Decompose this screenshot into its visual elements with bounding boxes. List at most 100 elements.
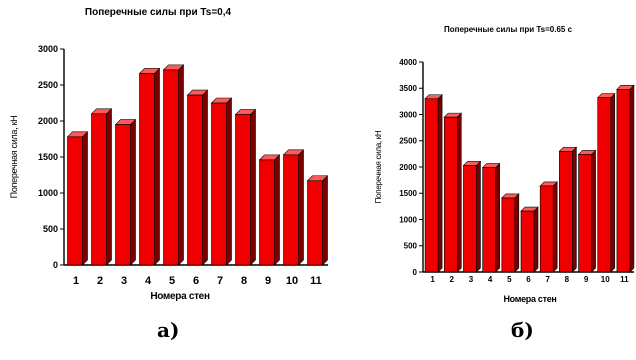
y-tick-label: 1000 (38, 188, 58, 198)
x-tick-label: 4 (145, 275, 152, 287)
bar (520, 206, 539, 273)
bar-front (597, 97, 612, 273)
y-axis-label: Поперечная сила, кН (9, 116, 19, 199)
y-tick-label: 3000 (399, 110, 417, 119)
bar (616, 84, 635, 273)
bar (90, 108, 113, 266)
bar (66, 131, 89, 266)
bar-side (178, 64, 184, 266)
bar-front (115, 124, 131, 266)
bar (114, 118, 137, 266)
bar (577, 149, 597, 273)
bar (234, 108, 257, 266)
y-tick-label: 1500 (399, 189, 417, 198)
x-tick-label: 7 (217, 275, 223, 287)
x-tick-label: 11 (310, 275, 322, 287)
bar (282, 149, 305, 266)
bar-side (591, 149, 596, 273)
x-axis-label: Номера стен (150, 291, 210, 302)
x-tick-label: 5 (169, 275, 175, 287)
y-tick-label: 3000 (38, 44, 58, 54)
x-tick-label: 1 (430, 275, 435, 284)
bar-front (539, 185, 554, 273)
bar (138, 67, 161, 266)
y-tick-label: 1500 (38, 152, 58, 162)
bar-front (307, 180, 323, 266)
bar-side (322, 175, 328, 266)
bar-front (211, 102, 227, 266)
x-tick-label: 3 (121, 275, 127, 287)
y-tick-label: 2500 (38, 80, 58, 90)
x-tick-label: 4 (488, 275, 493, 284)
bar (597, 92, 616, 273)
bar-side (456, 112, 462, 273)
x-tick-label: 8 (565, 275, 570, 284)
y-axis-label: Поперечная сила, кН (374, 130, 383, 203)
y-tick-label: 1000 (399, 215, 417, 224)
x-tick-label: 7 (545, 275, 550, 284)
caption-a: а) (157, 318, 180, 342)
bar-front (283, 154, 299, 266)
bar-front (259, 159, 275, 266)
bar-front (67, 136, 83, 266)
bar (462, 160, 482, 273)
bar-front (163, 69, 179, 266)
x-tick-label: 6 (526, 275, 531, 284)
bar-front (520, 210, 535, 273)
bar (210, 97, 233, 266)
bar-side (250, 108, 256, 266)
bar-side (202, 89, 208, 266)
bar-side (298, 149, 304, 266)
bar-front (139, 73, 155, 266)
y-tick-label: 0 (53, 260, 58, 270)
bar-side (533, 206, 539, 273)
bar-side (226, 97, 232, 266)
y-tick-label: 500 (43, 224, 58, 234)
bar-side (154, 67, 160, 266)
x-tick-label: 1 (73, 275, 79, 287)
bar-side (610, 92, 616, 273)
bar (539, 181, 558, 273)
bar-front (91, 113, 107, 266)
bar-side (552, 181, 558, 273)
x-tick-label: 5 (507, 275, 512, 284)
bar-front (235, 114, 251, 266)
bar (162, 64, 185, 266)
bar-side (82, 131, 88, 266)
bar-front (187, 94, 203, 266)
bar-front (482, 167, 496, 273)
bar-front (443, 116, 458, 273)
bar-side (514, 193, 520, 273)
caption-b: б) (511, 318, 534, 342)
bar-side (437, 94, 443, 273)
y-tick-label: 3500 (399, 84, 417, 93)
y-tick-label: 0 (413, 268, 418, 277)
bar-front (424, 98, 439, 273)
chart-title: Поперечные силы при Ts=0.65 с (444, 25, 573, 34)
x-tick-label: 6 (193, 275, 199, 287)
x-tick-label: 9 (265, 275, 271, 287)
x-tick-label: 8 (241, 275, 247, 287)
bar-side (629, 84, 635, 273)
x-tick-label: 9 (584, 275, 589, 284)
x-tick-label: 11 (620, 275, 629, 284)
chart-title: Поперечные силы при Ts=0,4 (85, 7, 232, 18)
bar (306, 175, 329, 266)
bar-side (476, 160, 481, 273)
y-tick-label: 2000 (38, 116, 58, 126)
bar-front (616, 89, 631, 273)
y-tick-label: 2000 (399, 163, 417, 172)
x-tick-label: 10 (601, 275, 610, 284)
x-tick-label: 10 (286, 275, 298, 287)
bar-front (559, 150, 573, 273)
y-tick-label: 2500 (399, 137, 417, 146)
bar-side (274, 154, 280, 266)
bar (258, 154, 281, 266)
bar (481, 162, 501, 273)
chart-a: Поперечные силы при Ts=0,4 0 500 1000 1500 20… (9, 7, 329, 302)
y-tick-label: 4000 (399, 58, 417, 67)
chart-b: Поперечные силы при Ts=0.65 с 0 500 1000 150… (374, 25, 635, 304)
bar-side (572, 146, 577, 273)
x-axis-label: Номера стен (503, 294, 556, 304)
